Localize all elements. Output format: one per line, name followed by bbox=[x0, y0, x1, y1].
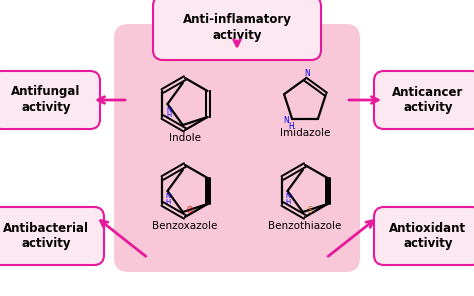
FancyBboxPatch shape bbox=[114, 24, 360, 272]
Text: Benzoxazole: Benzoxazole bbox=[152, 221, 218, 231]
Text: Anticancer
activity: Anticancer activity bbox=[392, 86, 464, 115]
Text: N: N bbox=[285, 193, 290, 199]
Text: Antibacterial
activity: Antibacterial activity bbox=[3, 221, 89, 250]
Text: H: H bbox=[288, 122, 294, 131]
FancyBboxPatch shape bbox=[0, 207, 104, 265]
Text: Benzothiazole: Benzothiazole bbox=[268, 221, 342, 231]
Text: N: N bbox=[165, 193, 170, 199]
Text: H: H bbox=[165, 199, 170, 205]
FancyBboxPatch shape bbox=[0, 71, 100, 129]
FancyBboxPatch shape bbox=[374, 71, 474, 129]
Text: Anti-inflamatory
activity: Anti-inflamatory activity bbox=[182, 14, 292, 43]
Text: Antioxidant
activity: Antioxidant activity bbox=[390, 221, 466, 250]
Text: N: N bbox=[304, 68, 310, 78]
Text: Antifungal
activity: Antifungal activity bbox=[11, 86, 81, 115]
Text: Indole: Indole bbox=[169, 133, 201, 143]
Text: O: O bbox=[187, 205, 192, 215]
Text: S: S bbox=[308, 205, 312, 215]
Text: Imidazole: Imidazole bbox=[280, 128, 330, 138]
Text: N: N bbox=[166, 107, 171, 113]
Text: N: N bbox=[283, 116, 289, 125]
Text: H: H bbox=[285, 199, 290, 205]
Text: H: H bbox=[166, 112, 171, 118]
FancyBboxPatch shape bbox=[153, 0, 321, 60]
FancyBboxPatch shape bbox=[374, 207, 474, 265]
